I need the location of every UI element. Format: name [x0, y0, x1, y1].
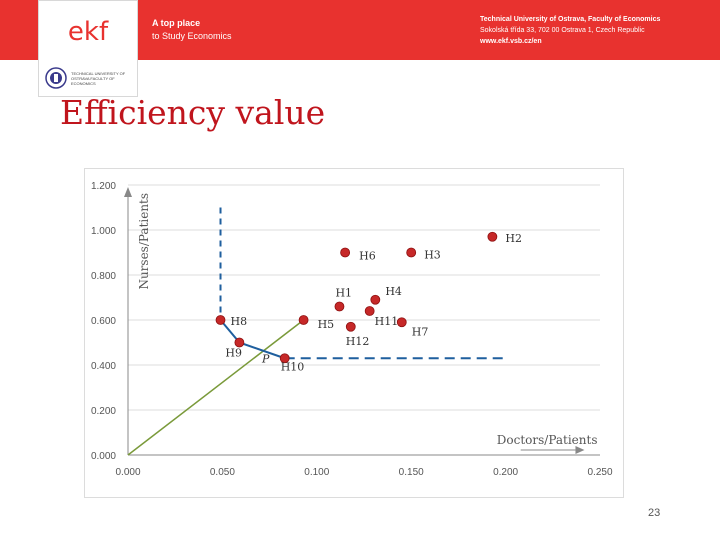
efficiency-ray [127, 319, 305, 456]
x-tick-label: 0.050 [210, 467, 235, 478]
data-point-label: H6 [359, 250, 376, 263]
university-address: Sokolská třída 33, 702 00 Ostrava 1, Cze… [480, 27, 645, 34]
data-point-label: H3 [424, 249, 441, 262]
data-point-label: H8 [231, 315, 248, 328]
x-tick-label: 0.150 [399, 467, 424, 478]
data-point-h12 [345, 321, 356, 332]
data-point-h2 [487, 231, 498, 242]
y-tick-label: 1.000 [91, 226, 116, 237]
page-number: 23 [648, 507, 661, 519]
university-name: Technical University of Ostrava, Faculty… [480, 16, 661, 23]
data-point-label: H12 [346, 335, 370, 348]
data-point-label: H9 [225, 347, 242, 360]
data-point-label: H4 [385, 285, 402, 298]
data-point-h1 [334, 301, 345, 312]
university-website[interactable]: www.ekf.vsb.cz/en [480, 38, 542, 45]
data-point-label: H1 [335, 287, 352, 300]
data-point-h9 [234, 337, 245, 348]
y-tick-label: 1.200 [91, 181, 116, 192]
y-tick-label: 0.000 [91, 451, 116, 462]
university-seal-text: TECHNICAL UNIVERSITY OF OSTRAVA FACULTY … [71, 71, 126, 86]
data-point-h8 [215, 315, 226, 325]
ekf-logo: ekf [67, 17, 109, 47]
efficiency-chart: 0.000 0.200 0.400 0.600 0.800 1.000 1.200 0.000… [91, 181, 613, 478]
data-point-label: H5 [318, 318, 335, 331]
data-point-h6 [340, 247, 351, 258]
y-tick-label: 0.400 [91, 361, 116, 372]
tagline-line-2: to Study Economics [152, 31, 232, 41]
university-seal-row: TECHNICAL UNIVERSITY OF OSTRAVA FACULTY … [45, 67, 133, 95]
y-axis-arrow-icon [124, 187, 132, 197]
data-point-h4 [370, 294, 381, 305]
tagline-line-1: A top place [152, 18, 201, 28]
data-point-h7 [396, 317, 407, 328]
y-axis-title: Nurses/Patients [137, 193, 151, 290]
data-point-h10 [279, 353, 290, 364]
logo-box[interactable]: ekf TECHNICAL UNIVERSITY OF OSTRAVA FACU… [38, 0, 138, 97]
y-tick-label: 0.800 [91, 271, 116, 282]
data-point-label: H7 [412, 325, 429, 338]
university-info: Technical University of Ostrava, Faculty… [480, 14, 660, 47]
university-seal-icon [45, 67, 67, 89]
x-tick-label: 0.100 [304, 467, 329, 478]
x-tick-label: 0.000 [115, 467, 140, 478]
x-label-arrow-icon [575, 446, 585, 455]
x-axis-title: Doctors/Patients [497, 433, 598, 447]
x-tick-label: 0.250 [587, 467, 612, 478]
data-point-label: H10 [281, 360, 305, 373]
y-tick-label: 0.200 [91, 406, 116, 417]
data-point-h3 [406, 247, 417, 258]
projection-point-label: P [261, 352, 270, 365]
data-point-label: H2 [505, 232, 522, 245]
data-point-h11 [364, 306, 375, 316]
data-point-label: H11 [375, 315, 399, 328]
header-tagline: A top place to Study Economics [152, 17, 232, 43]
data-point-h5 [298, 315, 309, 325]
chart-frame [84, 168, 624, 498]
slide-title: Efficiency value [60, 93, 326, 132]
x-tick-label: 0.200 [493, 467, 518, 478]
y-tick-label: 0.600 [91, 316, 116, 327]
